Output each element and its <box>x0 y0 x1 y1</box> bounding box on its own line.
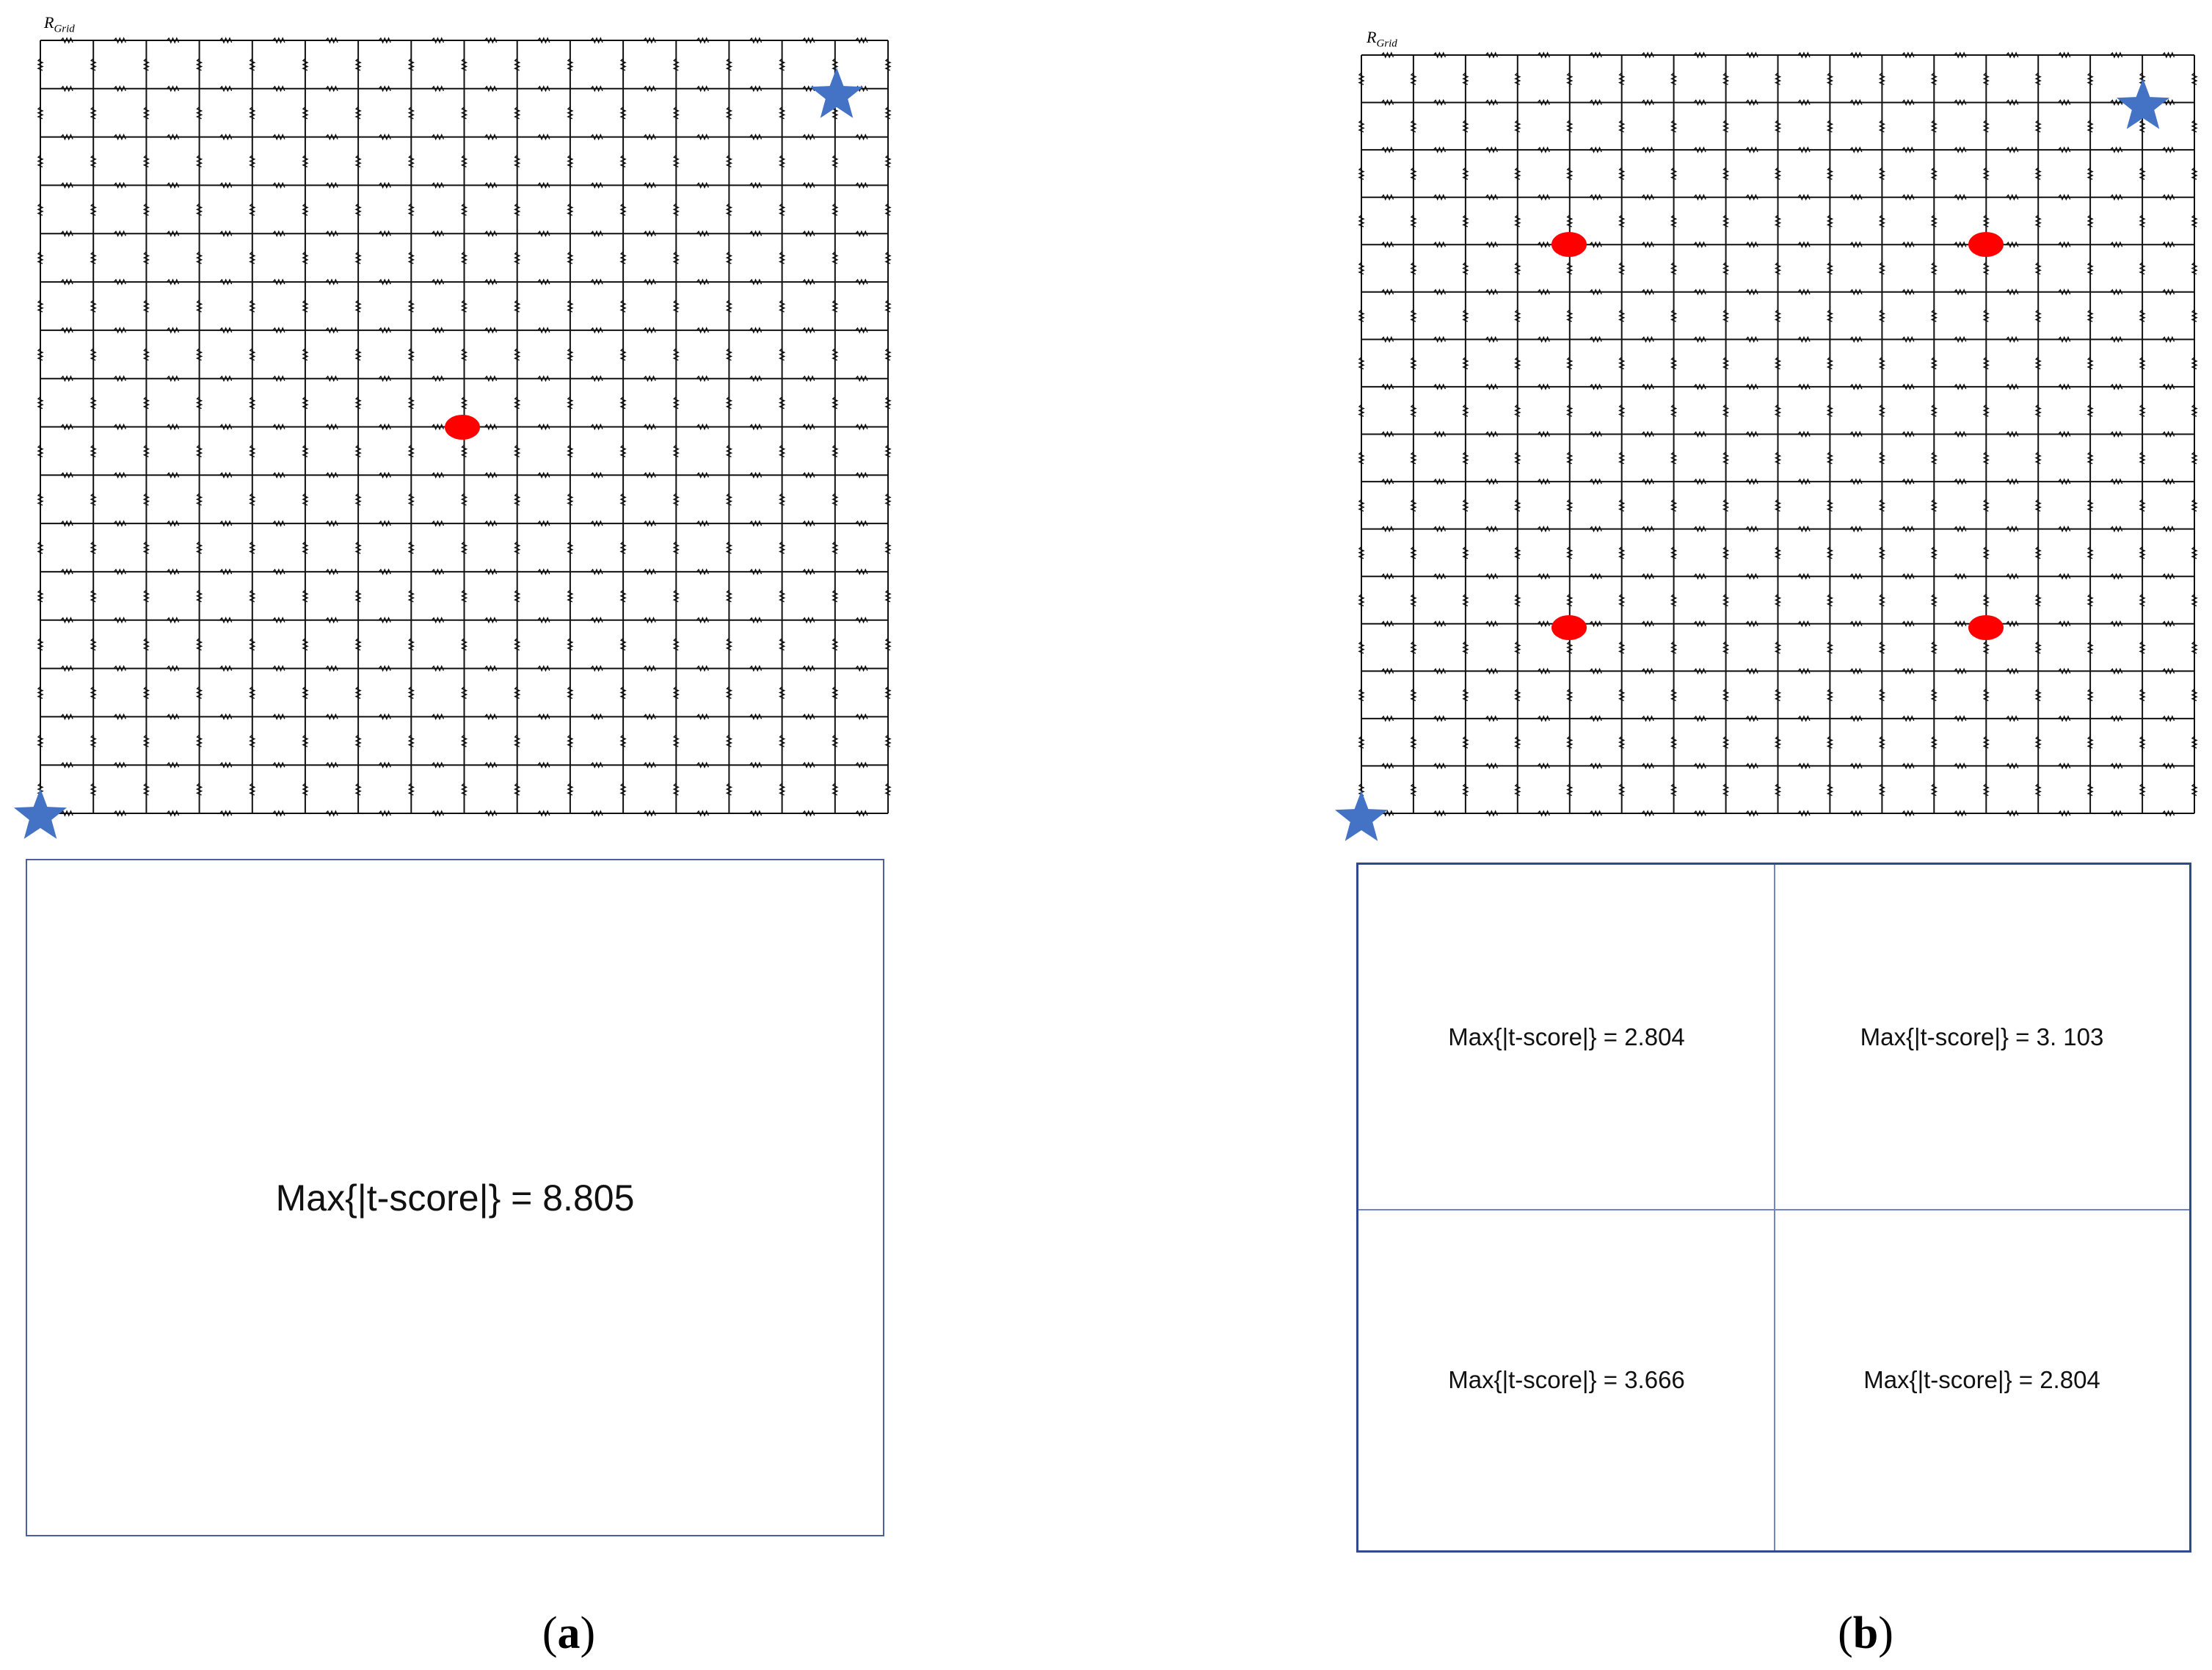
grid-lines <box>1361 54 2195 814</box>
electrode-star-icon <box>1334 791 1389 841</box>
caption-paren-open: ( <box>542 1608 558 1658</box>
defect-dot-icon <box>1968 232 2004 257</box>
defect-dot-icon <box>1968 615 2004 640</box>
grid-label-b: RGrid <box>1367 28 1397 50</box>
quadrant-dividers <box>1358 865 2189 1550</box>
t-score-label: Max{|t-score|} = 3.666 <box>1448 1366 1685 1393</box>
t-score-label: Max{|t-score|} = 3. 103 <box>1860 1023 2104 1050</box>
defect-dot-icon <box>445 415 480 440</box>
grid-lines <box>40 40 889 814</box>
resistor-grid-a <box>13 37 892 839</box>
defect-dot-icon <box>1551 232 1587 257</box>
grid-label-sub: Grid <box>54 23 75 35</box>
electrode-star-icon <box>810 68 864 118</box>
caption-paren-close: ) <box>1878 1608 1893 1658</box>
summary-box-a: Max{|t-score|} = 8.805 <box>26 859 884 1536</box>
resistor-grid-b <box>1334 51 2198 841</box>
quadrant-bottom-right: Max{|t-score|} = 2.804 <box>1775 1210 2189 1550</box>
electrode-star-icon <box>2116 79 2170 129</box>
grid-label-main: R <box>44 13 54 32</box>
caption-a: (a) <box>495 1608 642 1660</box>
resistor-symbols <box>37 37 892 817</box>
quadrant-bottom-left: Max{|t-score|} = 3.666 <box>1358 1210 1775 1550</box>
caption-paren-close: ) <box>580 1608 596 1658</box>
caption-letter: b <box>1852 1608 1879 1658</box>
quadrant-top-right: Max{|t-score|} = 3. 103 <box>1775 865 2189 1210</box>
grid-label-sub: Grid <box>1376 37 1397 50</box>
summary-box-b: Max{|t-score|} = 2.804 Max{|t-score|} = … <box>1356 863 2191 1553</box>
caption-b: (b) <box>1792 1608 1939 1660</box>
grid-label-a: RGrid <box>44 13 75 35</box>
quadrant-top-left: Max{|t-score|} = 2.804 <box>1358 865 1775 1210</box>
resistor-symbols <box>1358 51 2198 817</box>
grid-label-main: R <box>1367 28 1377 46</box>
t-score-label: Max{|t-score|} = 2.804 <box>1448 1023 1685 1050</box>
defect-dot-icon <box>1551 615 1587 640</box>
t-score-label: Max{|t-score|} = 2.804 <box>1863 1366 2100 1393</box>
t-score-label: Max{|t-score|} = 8.805 <box>275 1177 635 1219</box>
caption-letter: a <box>557 1608 581 1658</box>
caption-paren-open: ( <box>1838 1608 1853 1658</box>
electrode-star-icon <box>13 788 68 839</box>
